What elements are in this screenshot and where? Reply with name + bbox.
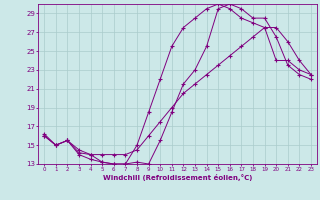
X-axis label: Windchill (Refroidissement éolien,°C): Windchill (Refroidissement éolien,°C) (103, 174, 252, 181)
